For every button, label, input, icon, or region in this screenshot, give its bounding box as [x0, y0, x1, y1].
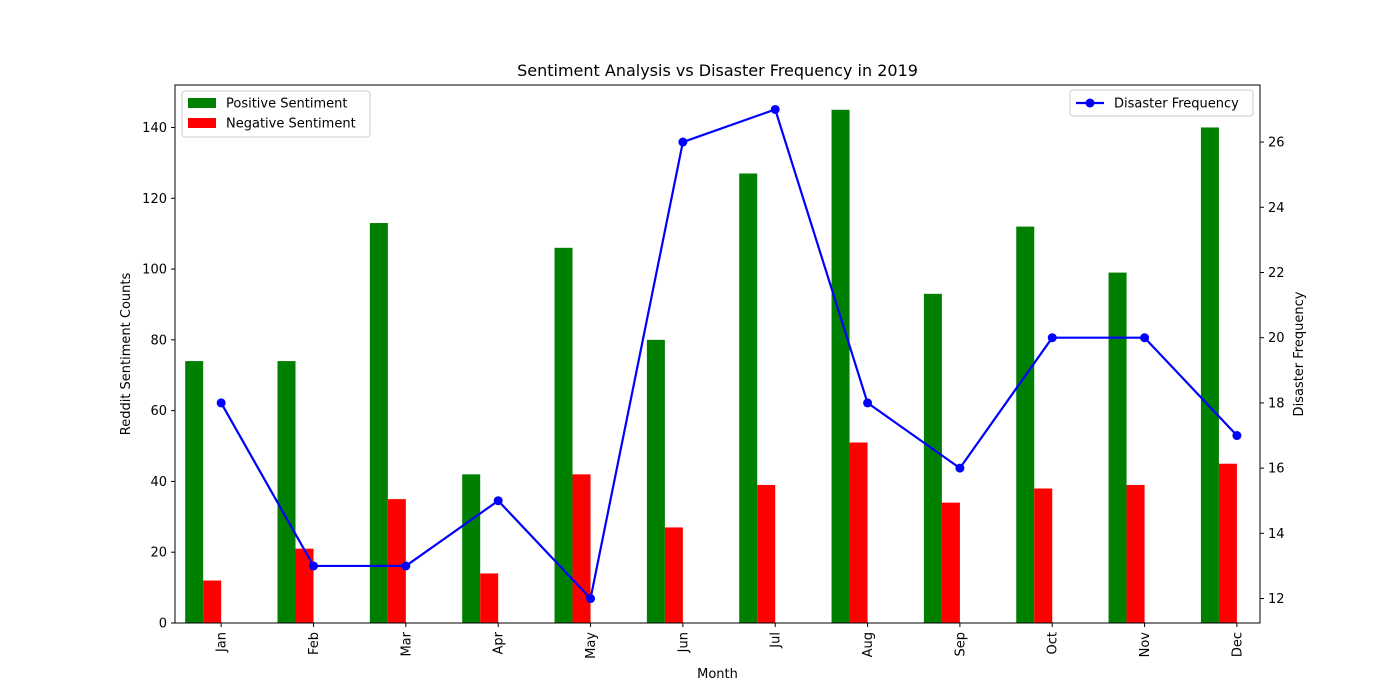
legend-swatch-positive: [188, 98, 216, 108]
y-left-tick-label: 0: [159, 617, 167, 632]
y-right-tick-label: 18: [1268, 396, 1285, 411]
x-tick-label-jul: Jul: [769, 632, 784, 649]
y-right-tick-label: 24: [1268, 201, 1285, 216]
x-tick-label-feb: Feb: [307, 632, 322, 655]
y-left-tick-label: 140: [142, 121, 167, 136]
y-left-tick-label: 40: [150, 475, 167, 490]
y-left-tick-label: 80: [150, 333, 167, 348]
negative-bar-feb: [295, 548, 314, 623]
disaster-point-jul: [770, 104, 780, 114]
negative-bar-jul: [757, 484, 776, 623]
y-left-tick-label: 20: [150, 546, 167, 561]
negative-bar-dec: [1218, 463, 1237, 623]
positive-bar-sep: [923, 293, 942, 623]
positive-bar-aug: [831, 109, 850, 624]
x-tick-label-mar: Mar: [399, 631, 414, 656]
positive-bar-jan: [185, 361, 204, 623]
disaster-point-jan: [216, 398, 226, 408]
negative-bar-nov: [1126, 484, 1145, 623]
chart-title: Sentiment Analysis vs Disaster Frequency…: [517, 61, 918, 80]
disaster-point-sep: [955, 463, 965, 473]
y-right-tick-label: 16: [1268, 462, 1285, 477]
disaster-point-dec: [1232, 431, 1242, 441]
line-layer: [216, 104, 1242, 604]
disaster-point-feb: [309, 561, 319, 571]
ticks-layer: 0 20 40 60 80 100 120 140 12 14 16 18 20 22 24 26 Jan Feb…: [142, 121, 1284, 659]
disaster-point-aug: [863, 398, 873, 408]
disaster-point-may: [586, 594, 596, 604]
y-axis-right-label: Disaster Frequency: [1292, 291, 1307, 416]
negative-bar-oct: [1034, 488, 1053, 623]
legend-bars-box: [181, 90, 371, 138]
legend-line: Disaster Frequency: [1069, 89, 1254, 117]
positive-bar-dec: [1200, 127, 1219, 623]
disaster-point-nov: [1140, 333, 1150, 343]
disaster-point-jun: [678, 137, 688, 147]
x-tick-label-dec: Dec: [1230, 632, 1245, 657]
disaster-point-mar: [401, 561, 411, 571]
y-right-tick-label: 14: [1268, 527, 1285, 542]
legend-line-box: [1069, 89, 1254, 117]
x-tick-label-aug: Aug: [861, 632, 876, 657]
y-right-tick-label: 20: [1268, 331, 1285, 346]
y-left-tick-label: 60: [150, 404, 167, 419]
bars-layer: [185, 109, 1237, 624]
x-tick-label-may: May: [584, 632, 599, 659]
y-left-tick-label: 100: [142, 263, 167, 278]
x-tick-label-oct: Oct: [1046, 632, 1061, 654]
y-right-tick-label: 12: [1268, 592, 1285, 607]
x-tick-label-jun: Jun: [676, 632, 691, 653]
negative-bar-sep: [941, 502, 960, 623]
negative-bar-aug: [849, 442, 868, 623]
x-tick-label-sep: Sep: [953, 632, 968, 657]
legend-bars: Positive Sentiment Negative Sentiment: [181, 90, 371, 138]
negative-bar-apr: [480, 573, 499, 623]
positive-bar-jun: [646, 339, 665, 623]
y-axis-left-label: Reddit Sentiment Counts: [119, 273, 134, 436]
legend-swatch-negative: [188, 118, 216, 128]
x-tick-label-apr: Apr: [492, 631, 507, 654]
positive-bar-nov: [1108, 272, 1127, 623]
legend-label-disaster: Disaster Frequency: [1114, 97, 1239, 112]
x-tick-label-nov: Nov: [1138, 632, 1153, 658]
negative-bar-jan: [203, 580, 222, 623]
positive-bar-jul: [739, 173, 758, 623]
disaster-frequency-line: [220, 108, 1238, 600]
legend-label-positive: Positive Sentiment: [226, 97, 347, 112]
positive-bar-feb: [277, 361, 296, 623]
negative-bar-jun: [664, 527, 683, 623]
positive-bar-mar: [369, 223, 388, 623]
disaster-point-oct: [1047, 333, 1057, 343]
positive-bar-oct: [1016, 226, 1035, 623]
y-right-tick-label: 26: [1268, 136, 1285, 151]
x-tick-label-jan: Jan: [215, 632, 230, 653]
negative-bar-mar: [387, 499, 406, 623]
plot-frame: [174, 84, 1261, 624]
y-left-tick-label: 120: [142, 192, 167, 207]
x-axis-label: Month: [697, 667, 738, 682]
legend-swatch-marker: [1085, 98, 1095, 108]
legend-label-negative: Negative Sentiment: [226, 117, 356, 132]
y-right-tick-label: 22: [1268, 266, 1285, 281]
disaster-point-apr: [493, 496, 503, 506]
positive-bar-may: [554, 247, 573, 623]
positive-bar-apr: [462, 474, 481, 623]
